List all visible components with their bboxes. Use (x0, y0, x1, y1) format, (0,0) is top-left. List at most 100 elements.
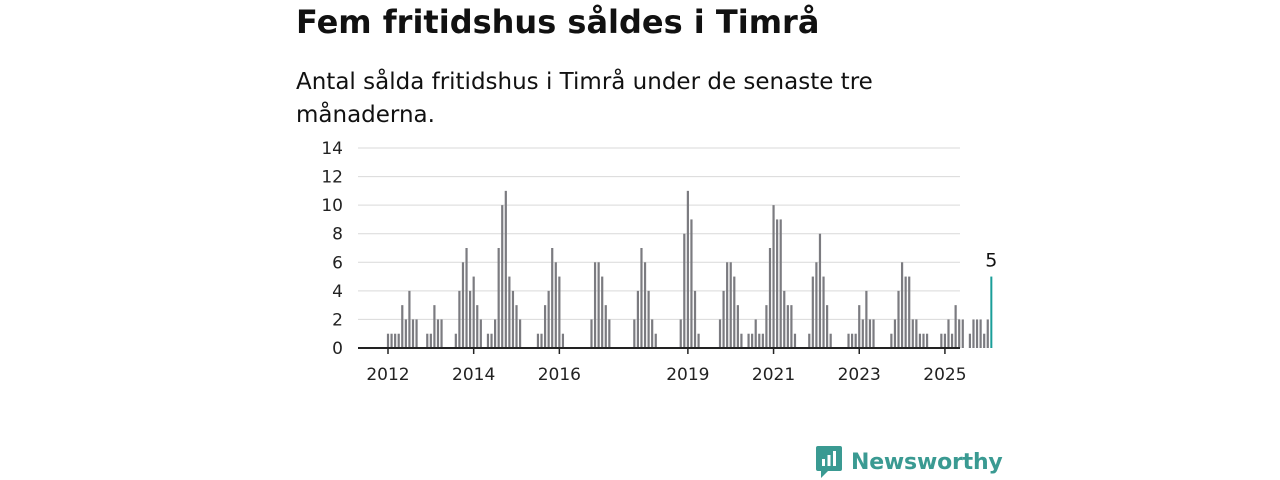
y-tick-label: 2 (332, 310, 343, 330)
newsworthy-logo-icon (816, 446, 842, 478)
bar (458, 290, 461, 348)
bar (465, 248, 468, 348)
bar (761, 333, 764, 348)
bar (601, 276, 604, 348)
bar (979, 319, 982, 348)
bar (954, 305, 957, 348)
bar (408, 290, 411, 348)
bar (986, 319, 989, 348)
bar (918, 333, 922, 348)
bar (651, 319, 654, 348)
bar (494, 319, 497, 348)
bar (765, 305, 768, 348)
bar (858, 305, 861, 348)
bar (958, 319, 961, 348)
bar (726, 262, 729, 348)
bar (390, 333, 393, 348)
bar (872, 319, 875, 348)
bar (515, 305, 518, 348)
bar (429, 333, 432, 348)
bar (983, 333, 986, 348)
bar (811, 276, 814, 348)
x-tick-label: 2023 (838, 365, 881, 385)
bar (915, 319, 918, 348)
bar (904, 276, 907, 348)
gridlines (358, 147, 960, 320)
bar (636, 290, 639, 348)
bar (947, 319, 950, 348)
bar (908, 276, 911, 348)
bar (415, 319, 418, 348)
x-tick-label: 2019 (666, 365, 709, 385)
bar (604, 305, 607, 348)
bar (693, 290, 697, 348)
bar (640, 248, 643, 348)
x-tick-label: 2025 (923, 365, 966, 385)
bar-highlight (990, 276, 993, 348)
bar (597, 262, 600, 348)
bar (397, 333, 400, 348)
bar (851, 333, 854, 348)
bar (411, 319, 415, 348)
bar (925, 333, 929, 348)
bar (683, 233, 686, 348)
bar (554, 262, 557, 348)
bar (386, 333, 390, 348)
bar (754, 319, 757, 348)
bar (818, 233, 822, 348)
bar (822, 276, 825, 348)
bar (733, 276, 736, 348)
y-tick-label: 12 (321, 168, 343, 188)
y-tick-label: 10 (321, 196, 343, 216)
bar (736, 305, 739, 348)
last-value-annotation: 5 (985, 250, 997, 272)
y-axis-ticks: 0 2 4 6 8 10 12 14 (321, 139, 343, 359)
x-tick-label: 2014 (452, 365, 495, 385)
bar (786, 305, 789, 348)
bar (518, 319, 522, 348)
bar (758, 333, 761, 348)
bar (697, 333, 700, 348)
bar (826, 305, 829, 348)
bar (679, 319, 682, 348)
bar (547, 290, 550, 348)
bar (508, 276, 511, 348)
bar (558, 276, 561, 348)
bar (751, 333, 754, 348)
bar (647, 290, 650, 348)
bar (490, 333, 493, 348)
bar (893, 319, 897, 348)
bar (401, 305, 404, 348)
bar (900, 262, 904, 348)
newsworthy-logo: Newsworthy (815, 444, 1003, 480)
bar (394, 333, 397, 348)
bar (729, 262, 732, 348)
bar (890, 333, 893, 348)
y-tick-label: 0 (332, 339, 343, 359)
x-axis-ticks: 2012 2014 2016 2019 2021 2023 2025 (366, 348, 967, 385)
bars (386, 190, 993, 348)
bar (497, 248, 500, 348)
bar (940, 333, 943, 348)
bar (961, 319, 964, 348)
newsworthy-logo-text: Newsworthy (851, 449, 1003, 475)
bar (768, 248, 772, 348)
y-tick-label: 14 (321, 139, 343, 159)
bar (511, 290, 515, 348)
bar (740, 333, 743, 348)
bar (922, 333, 925, 348)
bar (654, 333, 657, 348)
x-tick-label: 2012 (366, 365, 409, 385)
bar (718, 319, 722, 348)
bar (897, 290, 900, 348)
bar (943, 333, 947, 348)
bar (440, 319, 443, 348)
bar (476, 305, 479, 348)
bar (543, 305, 547, 348)
bar (968, 333, 972, 348)
bar (540, 333, 543, 348)
bar (747, 333, 750, 348)
bar (854, 333, 857, 348)
bar (561, 333, 565, 348)
bar (865, 290, 868, 348)
